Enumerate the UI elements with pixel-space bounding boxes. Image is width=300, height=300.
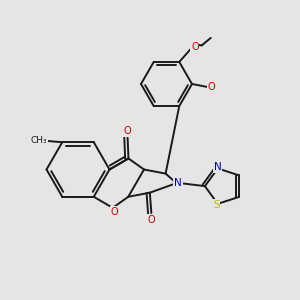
- Text: S: S: [213, 200, 220, 210]
- Text: O: O: [110, 207, 118, 217]
- Text: O: O: [124, 126, 131, 136]
- Text: O: O: [148, 215, 155, 225]
- Text: CH₃: CH₃: [31, 136, 47, 145]
- Text: N: N: [174, 178, 182, 188]
- Text: O: O: [191, 42, 199, 52]
- Text: N: N: [214, 162, 222, 172]
- Text: O: O: [207, 82, 215, 92]
